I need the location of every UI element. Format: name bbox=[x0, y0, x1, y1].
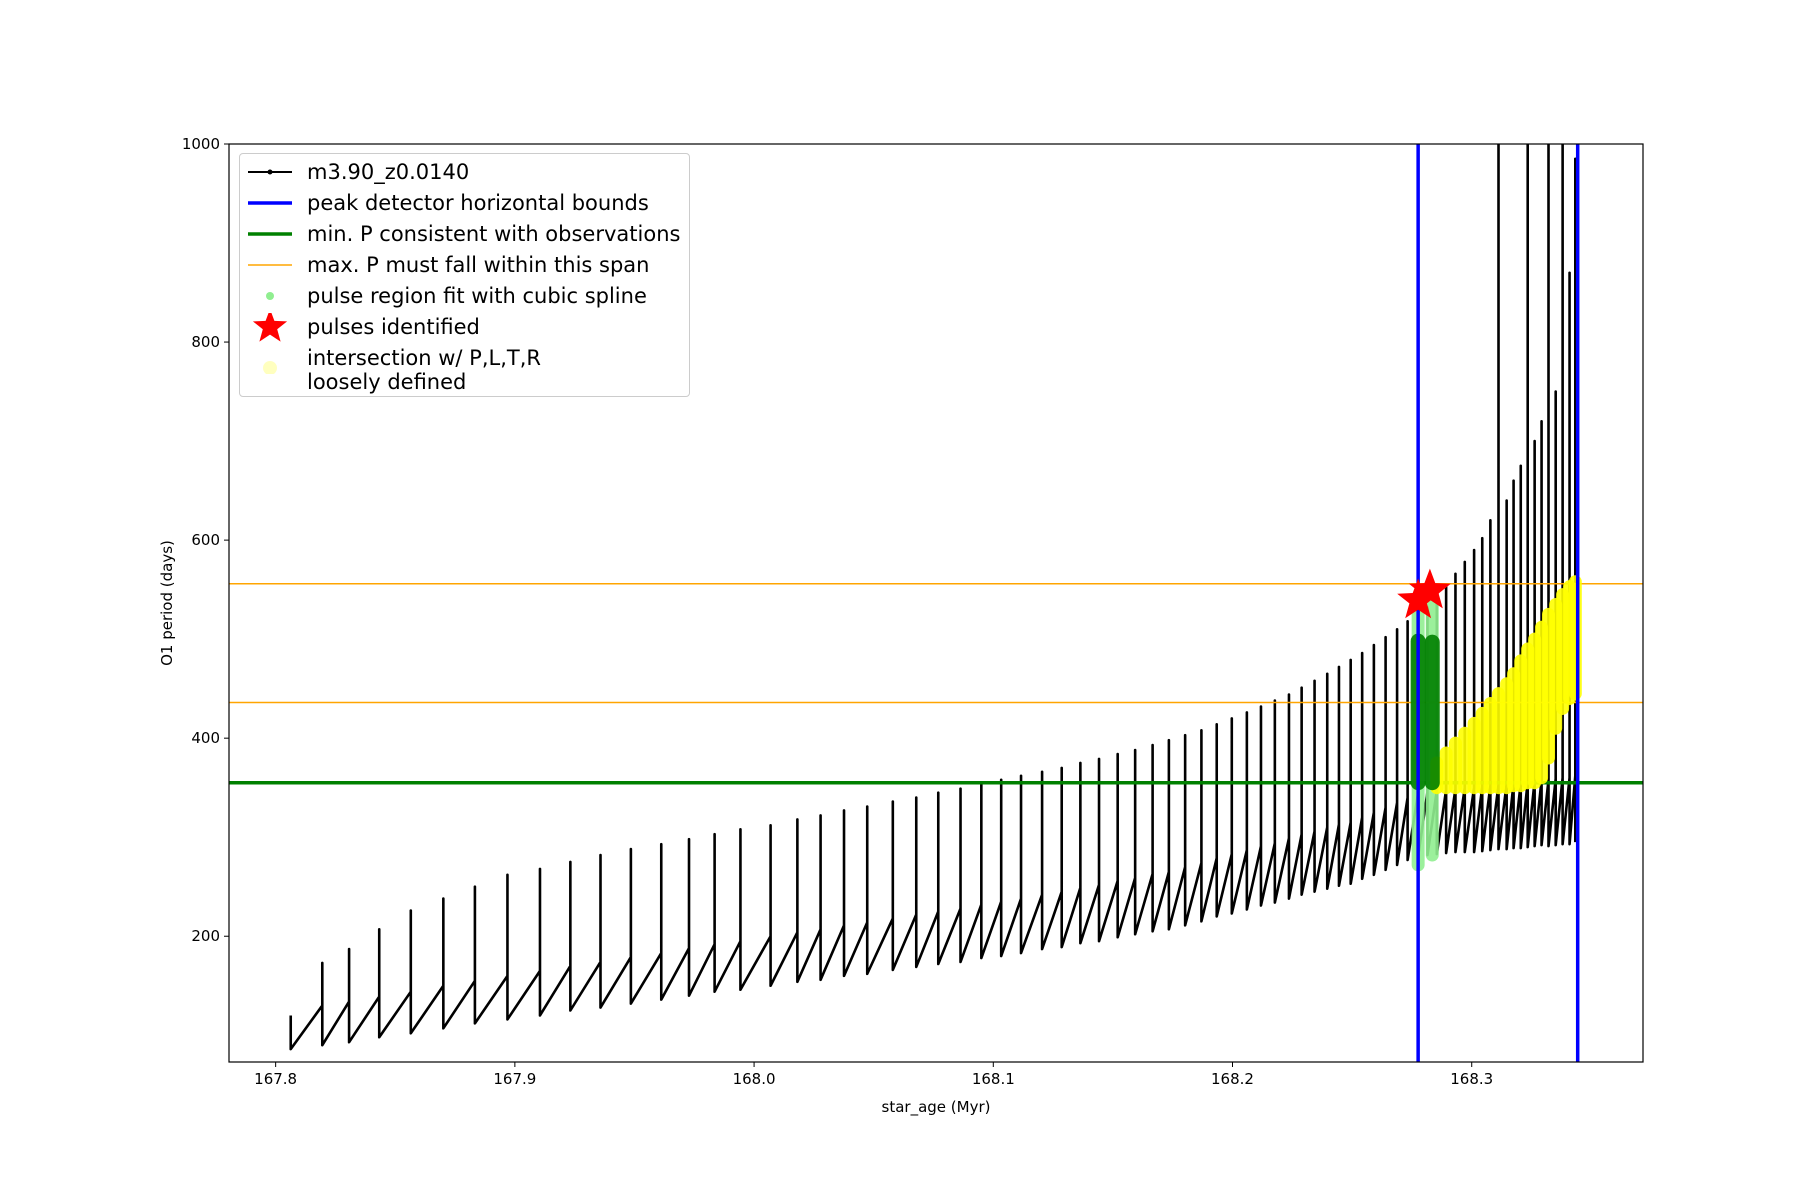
x-tick-label: 168.1 bbox=[972, 1070, 1015, 1088]
legend-label: peak detector horizontal bounds bbox=[307, 191, 649, 215]
legend-symbol bbox=[266, 292, 274, 300]
legend-mark bbox=[252, 313, 288, 342]
legend-symbol bbox=[263, 361, 277, 374]
legend-label: pulse region fit with cubic spline bbox=[307, 284, 647, 308]
legend-mark bbox=[267, 169, 273, 175]
legend-mark bbox=[263, 361, 277, 374]
x-tick-label: 168.3 bbox=[1450, 1070, 1493, 1088]
y-axis-label: O1 period (days) bbox=[158, 540, 176, 666]
axes-frame bbox=[228, 143, 1644, 1063]
x-tick-label: 168.2 bbox=[1211, 1070, 1254, 1088]
pulse-star bbox=[1397, 578, 1440, 619]
legend-mark bbox=[266, 292, 274, 300]
legend-item: peak detector horizontal bounds bbox=[240, 189, 689, 219]
legend-label: m3.90_z0.0140 bbox=[307, 160, 470, 184]
legend-symbol bbox=[248, 264, 292, 266]
legend-label: max. P must fall within this span bbox=[307, 253, 650, 277]
legend-symbol bbox=[248, 201, 292, 205]
legend-item: min. P consistent with observations bbox=[240, 220, 689, 250]
legend-label: min. P consistent with observations bbox=[307, 222, 681, 246]
plot-area bbox=[229, 144, 1643, 1062]
x-axis-label: star_age (Myr) bbox=[882, 1098, 991, 1117]
legend-label: intersection w/ P,L,T,R loosely defined bbox=[307, 346, 541, 394]
x-tick-label: 167.9 bbox=[493, 1070, 536, 1088]
legend-item: pulses identified bbox=[240, 313, 689, 343]
legend-symbol bbox=[248, 232, 292, 236]
y-tick-label: 800 bbox=[191, 333, 220, 351]
y-tick-label: 200 bbox=[191, 927, 220, 945]
y-tick-label: 400 bbox=[191, 729, 220, 747]
data-line bbox=[289, 144, 1577, 1051]
pulse-star bbox=[1408, 568, 1451, 609]
x-tick-label: 167.8 bbox=[254, 1070, 297, 1088]
legend-symbol bbox=[248, 169, 292, 175]
legend-item: m3.90_z0.0140 bbox=[240, 158, 689, 188]
legend-item: intersection w/ P,L,T,R loosely defined bbox=[240, 344, 689, 394]
legend-symbol bbox=[252, 313, 288, 342]
x-tick-label: 168.0 bbox=[733, 1070, 776, 1088]
legend-item: max. P must fall within this span bbox=[240, 251, 689, 281]
y-tick-label: 600 bbox=[191, 531, 220, 549]
legend-item: pulse region fit with cubic spline bbox=[240, 282, 689, 312]
y-tick-label: 1000 bbox=[182, 135, 220, 153]
legend-label: pulses identified bbox=[307, 315, 480, 339]
